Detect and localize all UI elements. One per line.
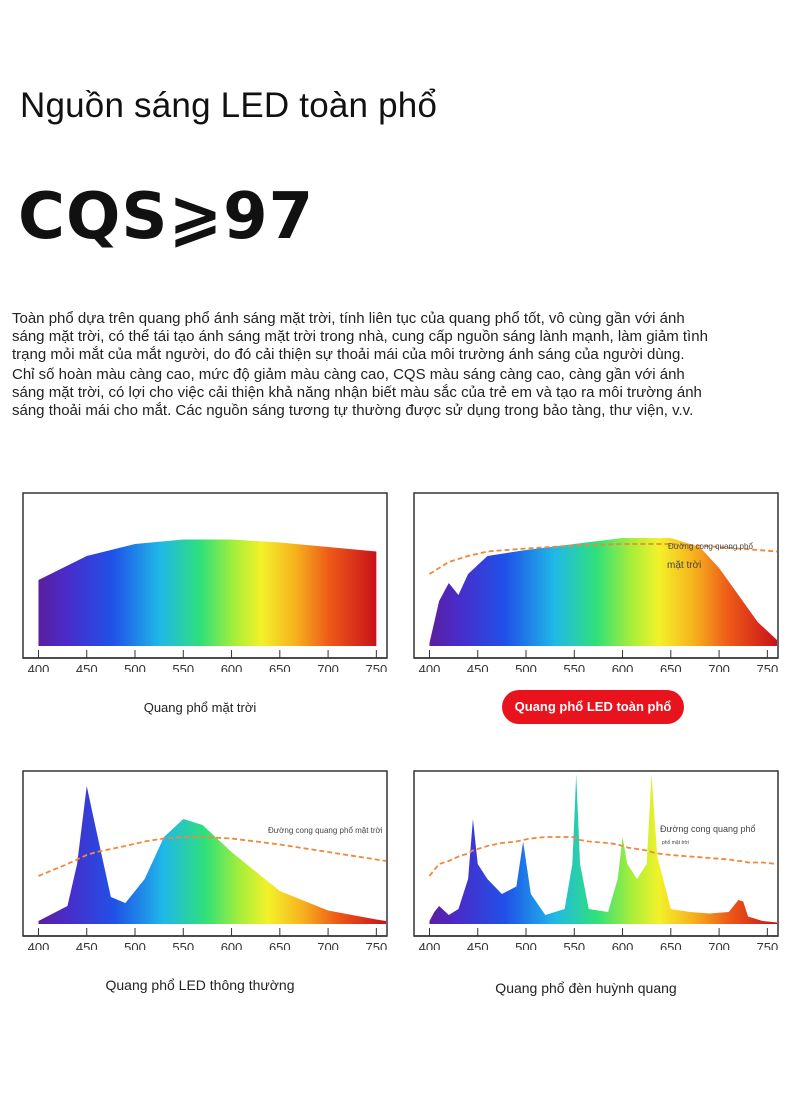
spectrum-area — [38, 539, 377, 646]
x-tick-label: 550 — [563, 662, 585, 672]
cqs-rating: CQS⩾97 — [18, 180, 315, 254]
description-line: sáng mặt trời, có lợi cho việc cải thiện… — [12, 384, 702, 401]
x-tick-label: 450 — [76, 940, 98, 950]
fluorescent-chart: 400 450 500 550 600 650 700 750 — [413, 770, 779, 950]
x-tick-label: 750 — [756, 662, 778, 672]
sunlight-curve — [429, 543, 778, 575]
page-title: Nguồn sáng LED toàn phổ — [20, 86, 438, 125]
curve-annotation: Đường cong quang phổ — [660, 824, 756, 834]
spectrum-area — [429, 538, 777, 646]
x-tick-label: 400 — [28, 940, 50, 950]
sunlight-spectrum-chart: 400 450 500 550 600 650 700 750 — [22, 492, 388, 672]
x-tick-label: 450 — [76, 662, 98, 672]
curve-annotation: Đường cong quang phổ — [668, 542, 753, 551]
x-tick-label: 500 — [124, 662, 146, 672]
description-line: Toàn phổ dựa trên quang phổ ánh sáng mặt… — [12, 310, 685, 327]
chart-caption: Quang phổ LED thông thường — [105, 977, 295, 993]
highlight-caption-pill: Quang phổ LED toàn phổ — [502, 690, 684, 724]
spectrum-area — [38, 786, 386, 924]
sunlight-curve — [428, 836, 778, 877]
x-tick-label: 700 — [317, 940, 339, 950]
x-tick-label: 500 — [515, 940, 537, 950]
x-tick-label: 750 — [365, 662, 387, 672]
description-paragraph-2: Chỉ số hoàn màu càng cao, mức độ giảm mà… — [12, 366, 782, 420]
spectrum-area — [429, 774, 777, 924]
chart-caption: Quang phổ đèn huỳnh quang — [495, 980, 677, 996]
x-tick-label: 550 — [172, 662, 194, 672]
x-tick-label: 650 — [269, 940, 291, 950]
description-line: trạng mỏi mắt của mắt người, do đó cải t… — [12, 346, 685, 363]
x-tick-label: 400 — [28, 662, 50, 672]
description-line: sáng mặt trời, có thể tái tạo ánh sáng m… — [12, 328, 708, 345]
full-spectrum-led-chart: 400 450 500 550 600 650 700 750 — [413, 492, 779, 672]
x-tick-label: 650 — [660, 662, 682, 672]
x-tick-label: 400 — [419, 940, 441, 950]
x-tick-label: 700 — [708, 662, 730, 672]
x-tick-label: 600 — [221, 662, 243, 672]
x-tick-label: 550 — [172, 940, 194, 950]
sunlight-curve — [38, 836, 387, 877]
x-tick-label: 500 — [124, 940, 146, 950]
x-tick-label: 700 — [708, 940, 730, 950]
x-tick-label: 450 — [467, 940, 489, 950]
x-tick-label: 450 — [467, 662, 489, 672]
x-tick-label: 600 — [221, 940, 243, 950]
x-tick-label: 500 — [515, 662, 537, 672]
curve-annotation-2: mặt trời — [667, 560, 702, 571]
x-tick-label: 750 — [756, 940, 778, 950]
x-tick-label: 650 — [269, 662, 291, 672]
chart-svg: 400 450 500 550 600 650 700 750 — [22, 770, 388, 950]
regular-led-chart: 400 450 500 550 600 650 700 750 — [22, 770, 388, 950]
x-tick-label: 550 — [563, 940, 585, 950]
x-tick-label: 650 — [660, 940, 682, 950]
x-tick-label: 600 — [612, 662, 634, 672]
description-paragraph-1: Toàn phổ dựa trên quang phổ ánh sáng mặt… — [12, 310, 782, 364]
x-tick-label: 400 — [419, 662, 441, 672]
curve-annotation-2: phổ mặt trời — [662, 840, 689, 846]
chart-svg: 400 450 500 550 600 650 700 750 — [22, 492, 388, 672]
chart-caption: Quang phổ mặt trời — [143, 700, 257, 715]
chart-svg: 400 450 500 550 600 650 700 750 — [413, 770, 779, 950]
curve-annotation: Đường cong quang phổ mặt trời — [268, 826, 383, 835]
x-tick-label: 600 — [612, 940, 634, 950]
description-line: Chỉ số hoàn màu càng cao, mức độ giảm mà… — [12, 366, 685, 383]
x-tick-label: 700 — [317, 662, 339, 672]
chart-svg: 400 450 500 550 600 650 700 750 — [413, 492, 779, 672]
x-tick-label: 750 — [365, 940, 387, 950]
description-line: sáng thoải mái cho mắt. Các nguồn sáng t… — [12, 402, 694, 419]
